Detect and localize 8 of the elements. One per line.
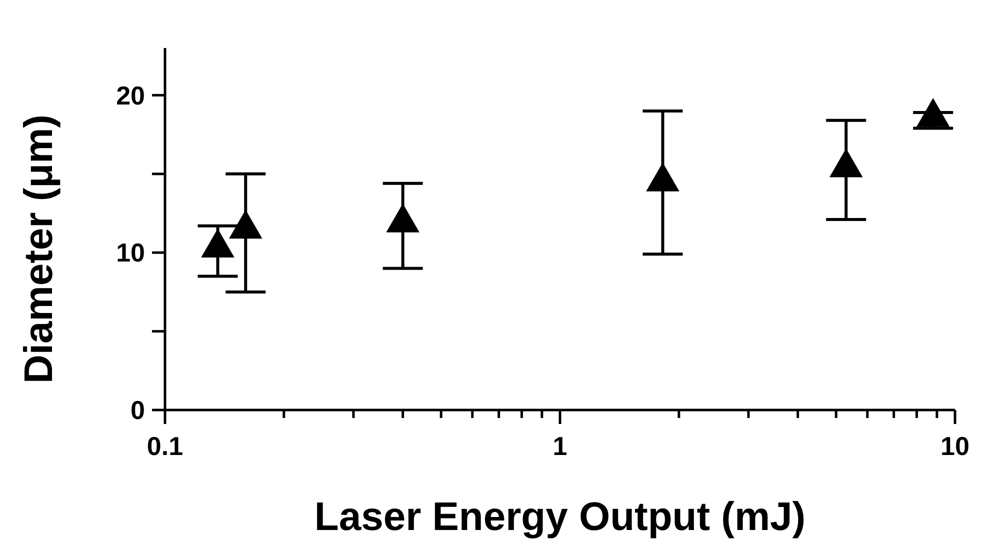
y-tick-label: 20 <box>116 80 145 110</box>
y-axis-title: Diameter (μm) <box>17 114 61 384</box>
x-tick-label: 10 <box>940 431 970 461</box>
y-tick-label: 10 <box>116 238 145 268</box>
y-tick-label: 0 <box>130 395 145 426</box>
x-axis-title: Laser Energy Output (mJ) <box>314 495 806 539</box>
x-tick-label: 1 <box>552 431 568 461</box>
x-tick-label: 0.1 <box>146 431 184 461</box>
